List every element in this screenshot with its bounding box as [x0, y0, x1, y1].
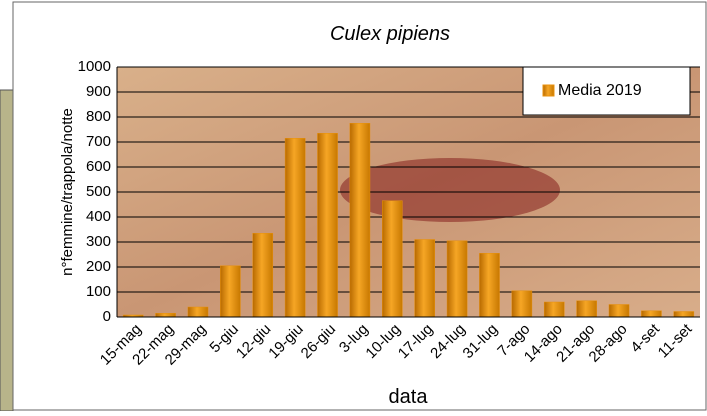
y-tick-label: 0: [103, 308, 111, 325]
bar: [317, 133, 337, 317]
y-tick-label: 400: [86, 208, 111, 225]
side-panel: [0, 90, 13, 411]
bar: [285, 138, 305, 317]
bar: [512, 291, 532, 317]
bar: [382, 201, 402, 317]
y-tick-label: 600: [86, 158, 111, 175]
bar: [447, 241, 467, 317]
bar: [479, 253, 499, 317]
y-tick-label: 900: [86, 83, 111, 100]
y-tick-label: 100: [86, 283, 111, 300]
bar: [577, 301, 597, 317]
bar: [641, 311, 661, 317]
bar: [415, 240, 435, 318]
legend-swatch: [543, 85, 554, 96]
bar: [220, 266, 240, 317]
legend-label: Media 2019: [558, 82, 642, 99]
bar: [188, 307, 208, 317]
chart-title: Culex pipiens: [330, 23, 450, 45]
y-axis-label: n°femmine/trappola/notte: [59, 108, 76, 276]
y-tick-label: 500: [86, 183, 111, 200]
y-tick-label: 300: [86, 233, 111, 250]
y-tick-label: 700: [86, 133, 111, 150]
x-axis-label: data: [389, 386, 429, 408]
bar: [350, 123, 370, 317]
bar: [253, 233, 273, 317]
y-tick-label: 200: [86, 258, 111, 275]
bar: [544, 302, 564, 317]
y-tick-label: 1000: [78, 58, 111, 75]
y-tick-label: 800: [86, 108, 111, 125]
bar: [674, 312, 694, 318]
chart: Culex pipiens n°femmine/trappola/notte d…: [0, 0, 707, 411]
photo-shape: [340, 158, 560, 222]
bar: [609, 305, 629, 318]
bar: [156, 313, 176, 317]
page: {"chart_data": {"type": "bar", "title": …: [0, 0, 707, 411]
